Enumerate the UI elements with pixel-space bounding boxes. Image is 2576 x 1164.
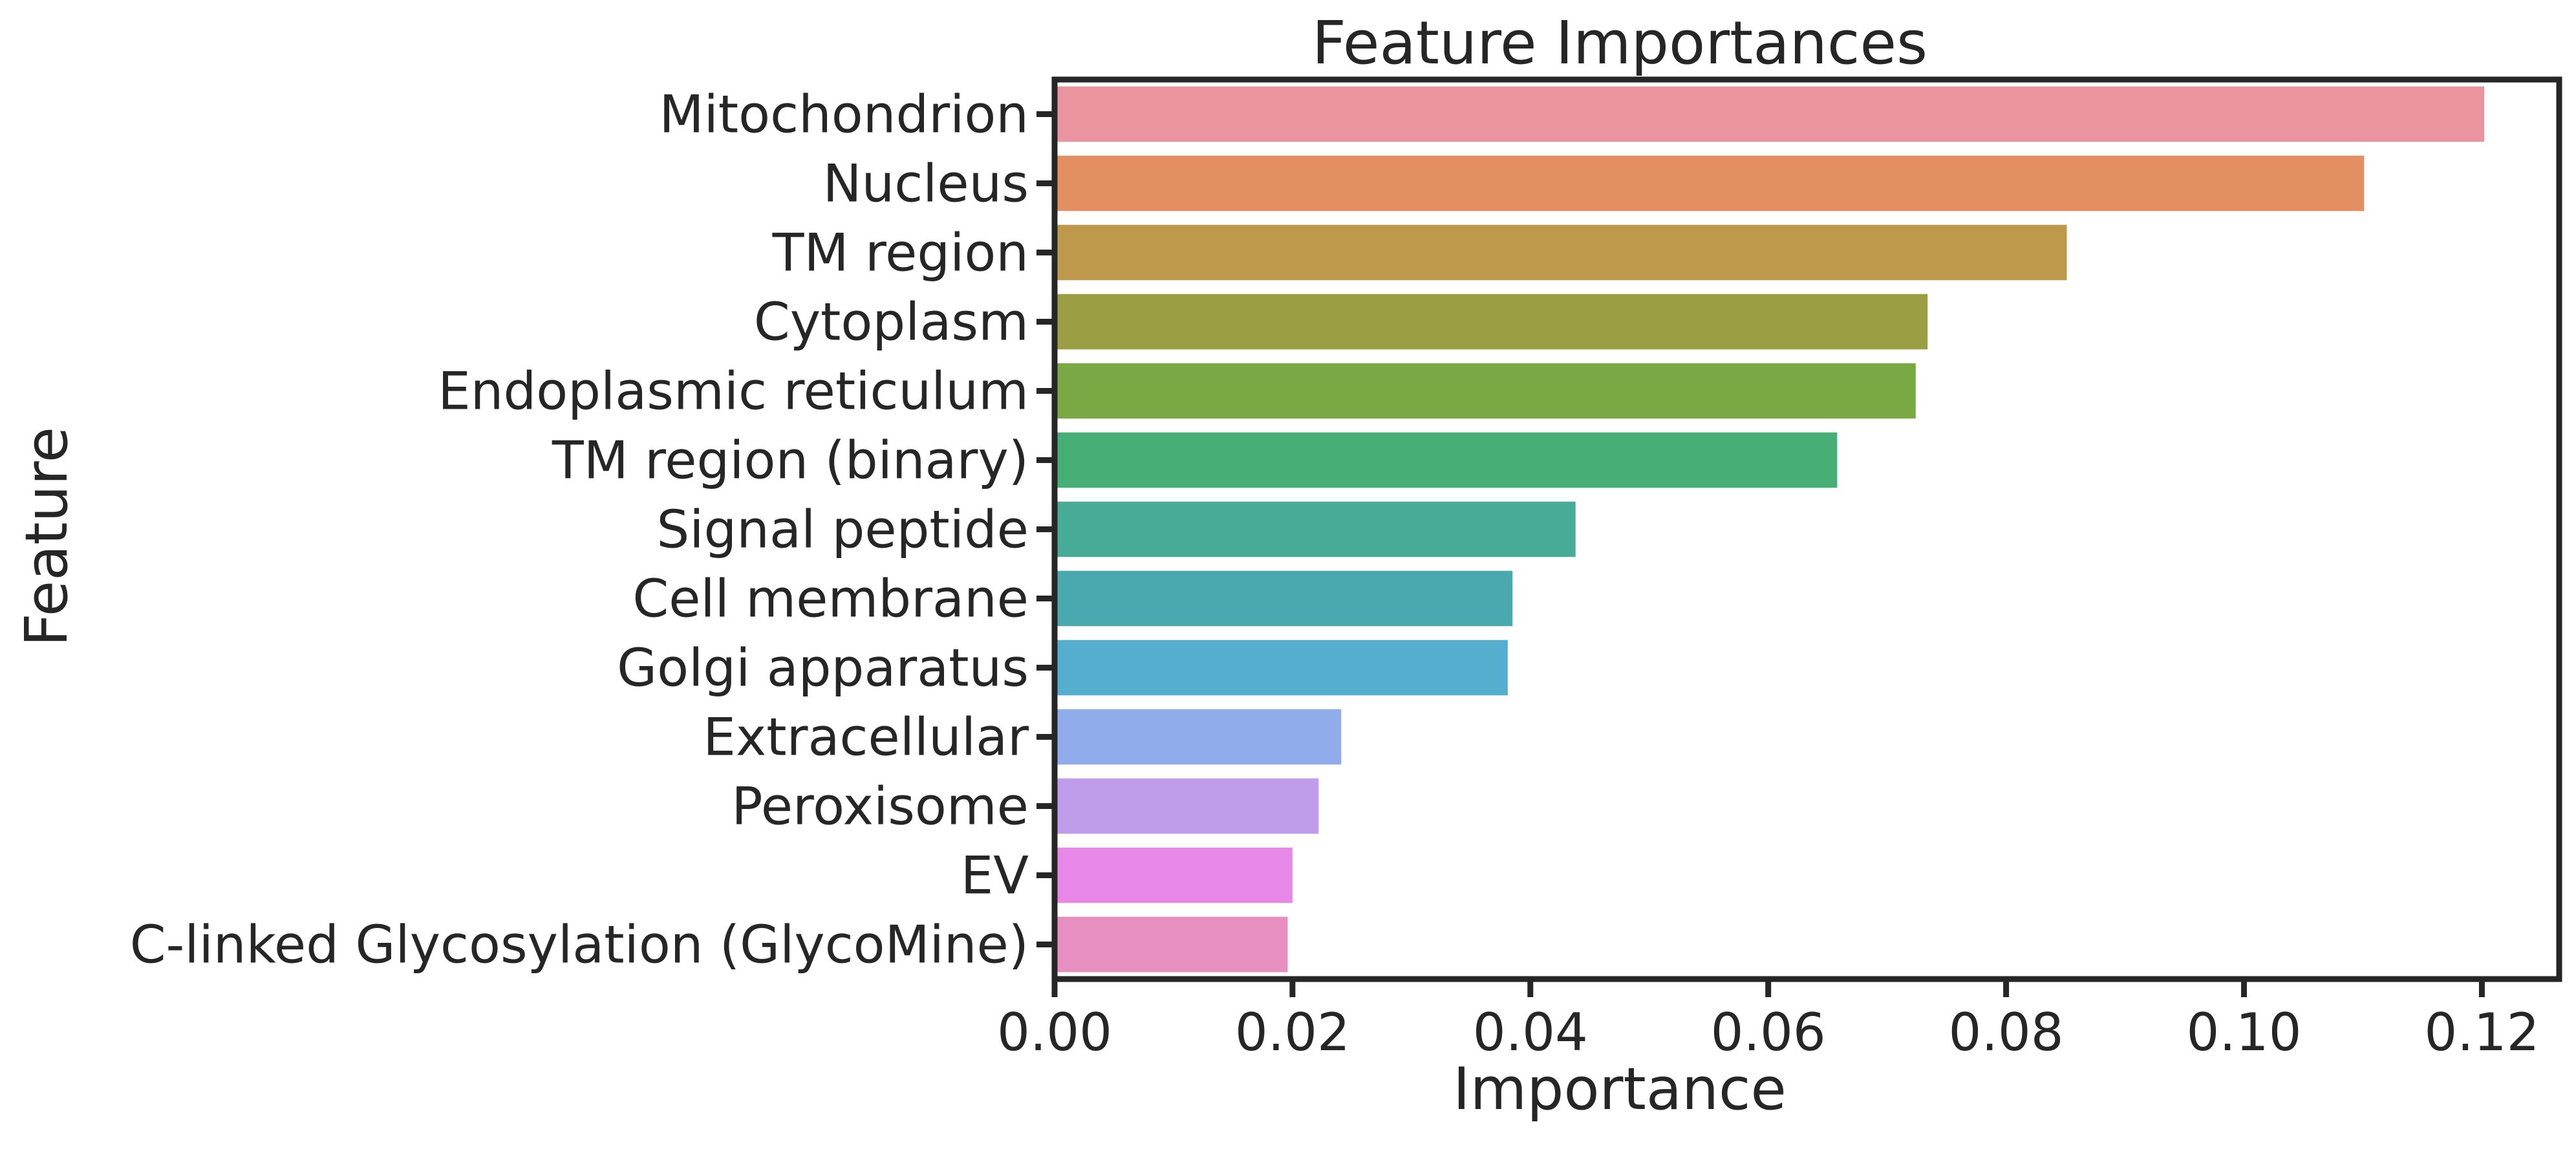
x-tick-label-2: 0.04 xyxy=(1473,1002,1588,1062)
bar-6 xyxy=(1055,501,1576,557)
bar-9 xyxy=(1055,709,1342,765)
y-tick-label-1: Nucleus xyxy=(823,154,1029,214)
y-tick-label-12: C-linked Glycosylation (GlycoMine) xyxy=(130,915,1029,975)
bar-10 xyxy=(1055,778,1319,834)
bar-5 xyxy=(1055,432,1838,488)
y-tick-label-11: EV xyxy=(961,846,1029,906)
x-tick-label-4: 0.08 xyxy=(1949,1002,2064,1062)
x-tick-label-1: 0.02 xyxy=(1235,1002,1350,1062)
x-tick-label-6: 0.12 xyxy=(2424,1002,2539,1062)
y-tick-label-4: Endoplasmic reticulum xyxy=(438,361,1029,422)
bar-11 xyxy=(1055,847,1293,903)
y-tick-label-2: TM region xyxy=(772,223,1029,283)
bar-2 xyxy=(1055,224,2067,281)
bars xyxy=(1055,86,2485,973)
y-tick-label-6: Signal peptide xyxy=(656,500,1029,560)
y-tick-label-5: TM region (binary) xyxy=(552,431,1029,491)
plot-frame xyxy=(1051,76,2562,982)
bar-3 xyxy=(1055,294,1928,350)
x-tick-label-5: 0.10 xyxy=(2186,1002,2301,1062)
bar-12 xyxy=(1055,916,1288,973)
y-tick-label-10: Peroxisome xyxy=(731,777,1029,837)
x-tick-label-0: 0.00 xyxy=(997,1002,1112,1062)
y-tick-label-3: Cytoplasm xyxy=(754,292,1029,352)
x-tick-label-3: 0.06 xyxy=(1711,1002,1826,1062)
bar-0 xyxy=(1055,86,2485,142)
y-axis: Mitochondrion Nucleus TM region Cytoplasm En… xyxy=(130,85,1055,975)
bar-1 xyxy=(1055,155,2365,211)
chart-title: Feature Importances xyxy=(1312,8,1927,78)
bar-4 xyxy=(1055,363,1916,419)
x-axis-label: Importance xyxy=(1453,1055,1787,1123)
y-tick-label-9: Extracellular xyxy=(703,707,1029,768)
x-axis: 0.00 0.02 0.04 0.06 0.08 0.10 0.12 xyxy=(997,979,2539,1062)
y-tick-label-0: Mitochondrion xyxy=(660,85,1029,145)
bar-8 xyxy=(1055,640,1508,696)
bar-7 xyxy=(1055,570,1513,627)
y-tick-label-7: Cell membrane xyxy=(632,569,1029,629)
y-axis-label: Feature xyxy=(13,427,81,647)
y-tick-label-8: Golgi apparatus xyxy=(617,638,1029,698)
